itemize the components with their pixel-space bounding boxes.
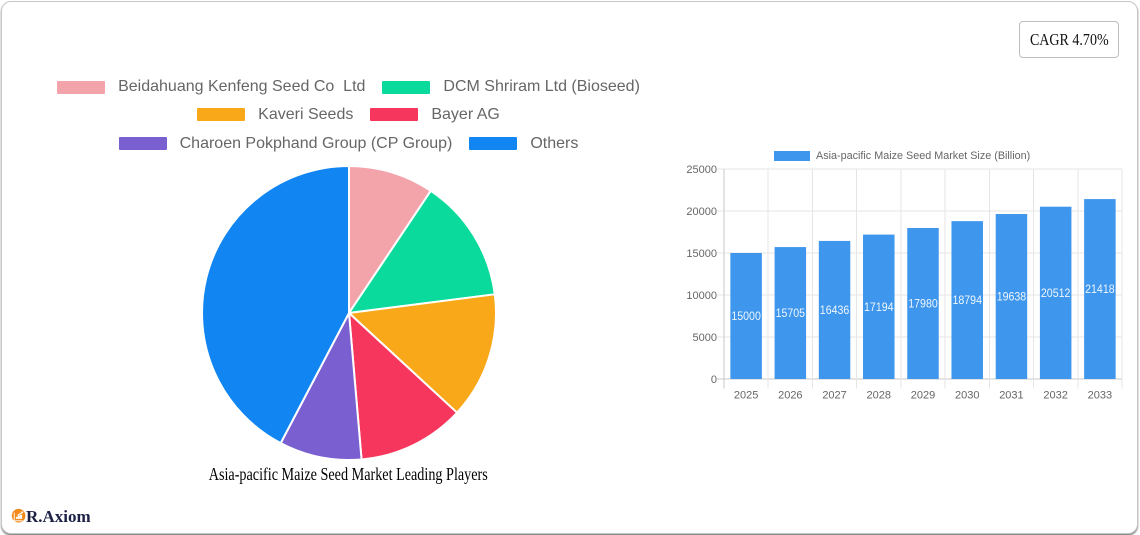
svg-text:19638: 19638 xyxy=(997,292,1027,304)
svg-text:2032: 2032 xyxy=(1043,390,1067,402)
svg-text:5000: 5000 xyxy=(693,332,717,344)
svg-text:16436: 16436 xyxy=(820,305,850,317)
svg-text:2027: 2027 xyxy=(822,390,846,402)
svg-text:15000: 15000 xyxy=(731,311,761,323)
svg-text:15000: 15000 xyxy=(686,248,717,260)
svg-text:20000: 20000 xyxy=(686,206,717,218)
svg-text:2031: 2031 xyxy=(999,390,1023,402)
svg-text:2025: 2025 xyxy=(734,390,758,402)
svg-text:17980: 17980 xyxy=(908,298,938,310)
svg-text:2033: 2033 xyxy=(1088,390,1112,402)
svg-text:2030: 2030 xyxy=(955,390,979,402)
svg-text:18794: 18794 xyxy=(952,295,982,307)
svg-text:20512: 20512 xyxy=(1041,288,1071,300)
svg-text:2029: 2029 xyxy=(911,390,935,402)
svg-text:0: 0 xyxy=(711,374,717,386)
svg-text:25000: 25000 xyxy=(686,164,717,176)
svg-text:15705: 15705 xyxy=(776,308,806,320)
svg-text:10000: 10000 xyxy=(686,290,717,302)
svg-text:2026: 2026 xyxy=(778,390,802,402)
svg-text:17194: 17194 xyxy=(864,302,894,314)
svg-text:21418: 21418 xyxy=(1085,284,1115,296)
svg-text:2028: 2028 xyxy=(867,390,891,402)
